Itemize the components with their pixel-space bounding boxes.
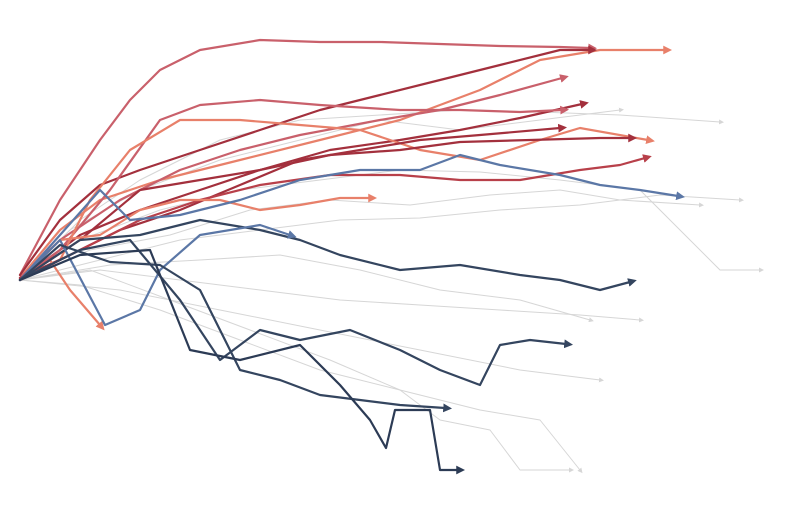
series-line [19,254,594,323]
series-line [18,45,673,280]
series-line [18,154,652,282]
series-line [19,279,604,383]
series-line [18,74,569,280]
series-line [18,123,568,280]
series-line [19,279,583,474]
series-line [18,193,378,282]
series-line [18,38,598,277]
series-line [18,100,589,282]
series-line [19,189,704,281]
series-line [18,218,637,292]
series-line [19,269,644,323]
series-line [19,194,744,281]
series-line [19,269,574,473]
series-line [19,107,624,281]
series-line [18,243,453,413]
series-line [18,98,570,280]
series-line [18,248,466,475]
series-line [18,223,297,327]
series-line [19,109,724,281]
series-line [18,133,638,282]
series-line [18,153,685,282]
series-line [18,45,598,277]
